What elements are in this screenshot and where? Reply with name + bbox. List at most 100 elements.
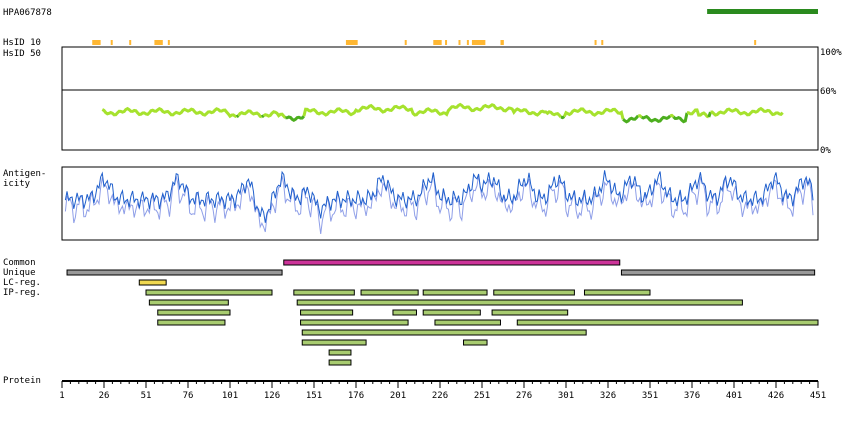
ip-reg-bar [296,299,743,306]
antigenicity-dark-line [64,170,814,223]
axis-tick-label: 276 [516,391,532,401]
hsid10-mark [466,40,469,45]
axis-tick-label: 301 [558,391,574,401]
axis-tick-label: 51 [141,391,152,401]
identity-axis-top: 100% [820,48,842,58]
identity-segment [560,115,566,120]
identity-axis-mid: 60% [820,87,837,97]
protein-label: Protein [3,376,41,386]
unique-label: Unique [3,268,36,278]
ip-reg-bar [301,329,587,336]
hsid10-marks [92,40,757,45]
ip-reg-bar [157,319,226,326]
ip-reg-bar [300,319,409,326]
axis-tick-label: 451 [810,391,826,401]
identity-axis-bottom: 0% [820,146,831,156]
ip-reg-label: IP-reg. [3,288,41,298]
ip-reg-bar [392,309,417,316]
identity-segment [302,102,563,119]
identity-segment [562,107,625,120]
lc-reg-bar [138,279,167,286]
ip-reg-bar [583,289,651,296]
common-bar [283,259,621,266]
hsid10-label: HsID 10 [3,38,41,48]
unique-bar [66,269,283,276]
identity-segment [707,111,712,118]
hsid10-mark [92,40,101,45]
hsid10-mark [471,40,486,45]
identity-segment [237,109,263,119]
hsid10-mark [458,40,461,45]
antigen-region-bar [707,9,818,14]
identity-segment [687,108,710,119]
hsid10-mark [445,40,448,45]
antigenicity-label-line2: icity [3,179,31,189]
antigenicity-panel-frame [61,166,819,241]
ip-reg-bar [491,309,569,316]
identity-segment [285,115,306,123]
identity-segment [622,114,640,124]
identity-segment [101,106,238,119]
ip-reg-bar [145,289,273,296]
axis-tick-label: 176 [348,391,364,401]
ip-reg-bar [301,339,367,346]
axis-tick-label: 351 [642,391,658,401]
ip-reg-bar [422,309,481,316]
identity-segment [235,114,240,119]
hsid10-mark [129,40,132,45]
axis-tick-label: 1 [59,391,64,401]
ip-reg-bar [434,319,501,326]
ip-reg-bar [463,339,488,346]
hsid10-mark [594,40,597,45]
identity-segment [710,106,784,117]
ip-reg-bar [493,289,575,296]
hsid10-mark [154,40,163,45]
ip-reg-bar [157,309,231,316]
axis-tick-label: 401 [726,391,742,401]
ip-reg-bar [328,349,352,356]
axis-tick-label: 76 [183,391,194,401]
ip-reg-bar [360,289,419,296]
unique-bar [620,269,816,276]
axis-tick-label: 126 [264,391,280,401]
hsid10-mark [433,40,442,45]
lc-reg-label: LC-reg. [3,278,41,288]
common-label: Common [3,258,36,268]
ip-reg-bar [148,299,229,306]
hsid10-mark [110,40,113,45]
axis-tick-label: 101 [222,391,238,401]
antigenicity-label-line1: Antigen- [3,169,46,179]
identity-segment [640,114,672,124]
identity-segment [261,114,265,119]
hsid10-mark [345,40,358,45]
ip-reg-bar [328,359,352,366]
axis-tick-label: 226 [432,391,448,401]
identity-segment [262,110,287,119]
axis-tick-label: 251 [474,391,490,401]
hsid10-mark [754,40,757,45]
ip-reg-bar [422,289,488,296]
antibody-label: HPA067878 [3,8,52,18]
identity-curve [101,102,784,124]
ip-reg-bar [300,309,354,316]
antigenicity-light-line [64,172,814,234]
antigenicity-curve [64,170,814,234]
hsid50-label: HsID 50 [3,49,41,59]
feature-tracks [66,259,819,366]
axis-tick-label: 201 [390,391,406,401]
ip-reg-bar [293,289,355,296]
protein-axis: 1 26 51 76 101 126 151 176 201 226 251 276 301 326 351… [59,381,826,401]
hsid10-mark [601,40,604,45]
axis-tick-label: 376 [684,391,700,401]
hsid10-mark [167,40,170,45]
ip-reg-bar [516,319,819,326]
hsid10-mark [404,40,407,45]
axis-tick-label: 151 [306,391,322,401]
identity-segment [669,113,675,119]
identity-segment [638,114,643,119]
axis-tick-label: 26 [99,391,110,401]
axis-tick-label: 326 [600,391,616,401]
axis-tick-label: 426 [768,391,784,401]
